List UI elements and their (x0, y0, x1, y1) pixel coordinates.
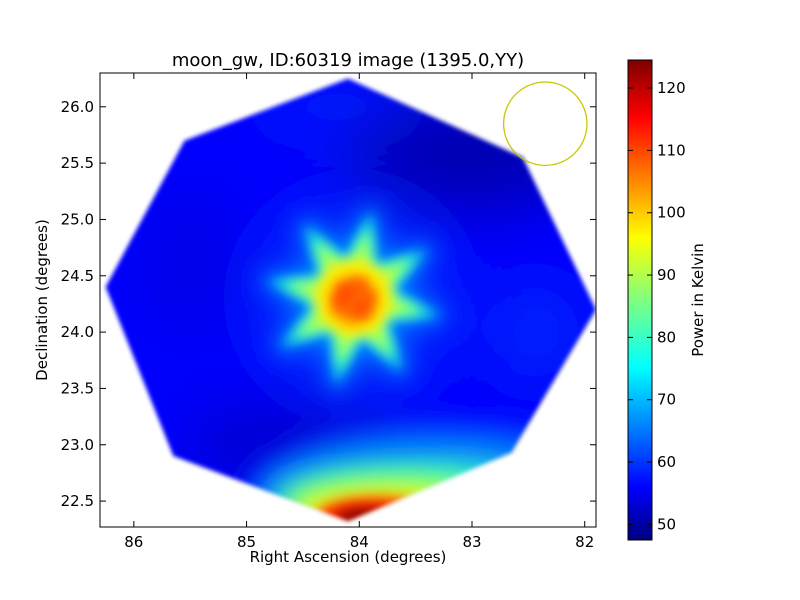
chart-title: moon_gw, ID:60319 image (1395.0,YY) (172, 50, 524, 71)
x-tick: 83 (462, 73, 482, 551)
x-tick: 82 (575, 73, 594, 551)
y-tick: 26.0 (61, 98, 596, 116)
beam-circle (502, 81, 588, 167)
y-tick-label: 23.5 (61, 379, 94, 397)
x-axis-label: Right Ascension (degrees) (250, 548, 447, 566)
y-tick: 24.0 (61, 323, 596, 341)
colorbar-gradient (627, 59, 653, 541)
x-tick-label: 84 (350, 533, 369, 551)
colorbar-tick-label: 50 (657, 515, 676, 533)
y-tick: 25.0 (61, 210, 596, 228)
x-tick-label: 85 (237, 533, 256, 551)
x-axis: 86 85 84 83 82 (124, 73, 594, 551)
y-tick-label: 25.0 (61, 210, 94, 228)
plot-frame (99, 72, 597, 528)
y-tick: 24.5 (61, 267, 596, 285)
y-axis-label: Declination (degrees) (33, 219, 51, 381)
y-tick-label: 24.5 (61, 267, 94, 285)
y-tick: 22.5 (61, 492, 596, 510)
y-tick: 23.0 (61, 436, 596, 454)
y-tick-label: 24.0 (61, 323, 94, 341)
x-tick: 86 (124, 73, 143, 551)
y-axis: 22.5 23.0 23.5 24.0 24.5 25.0 25.5 26.0 (61, 98, 596, 510)
y-tick-label: 23.0 (61, 436, 94, 454)
colorbar-tick: 100 (628, 204, 686, 222)
colorbar: 50 60 70 80 90 100 110 120 Power in Kelvin (627, 59, 707, 541)
colorbar-tick: 60 (628, 453, 676, 471)
colorbar-tick-label: 80 (657, 328, 676, 346)
colorbar-tick-label: 60 (657, 453, 676, 471)
colorbar-tick: 120 (628, 79, 686, 97)
colorbar-tick-label: 90 (657, 266, 676, 284)
colorbar-tick: 90 (628, 266, 676, 284)
y-tick-label: 25.5 (61, 154, 94, 172)
x-tick: 84 (350, 73, 369, 551)
colorbar-tick: 80 (628, 328, 676, 346)
colorbar-label: Power in Kelvin (689, 243, 707, 357)
colorbar-tick-label: 100 (657, 204, 686, 222)
x-tick-label: 83 (462, 533, 481, 551)
colorbar-tick-label: 120 (657, 79, 686, 97)
y-tick: 23.5 (61, 379, 596, 397)
x-tick-label: 86 (124, 533, 143, 551)
heatmap-image (105, 78, 596, 522)
y-tick: 25.5 (61, 154, 596, 172)
colorbar-tick-label: 110 (657, 141, 686, 159)
colorbar-tick: 50 (628, 515, 676, 533)
y-tick-label: 26.0 (61, 98, 94, 116)
x-tick-label: 82 (575, 533, 594, 551)
y-tick-label: 22.5 (61, 492, 94, 510)
x-tick: 85 (237, 73, 256, 551)
colorbar-tick: 110 (628, 141, 686, 159)
colorbar-tick: 70 (628, 391, 676, 409)
colorbar-tick-label: 70 (657, 391, 676, 409)
